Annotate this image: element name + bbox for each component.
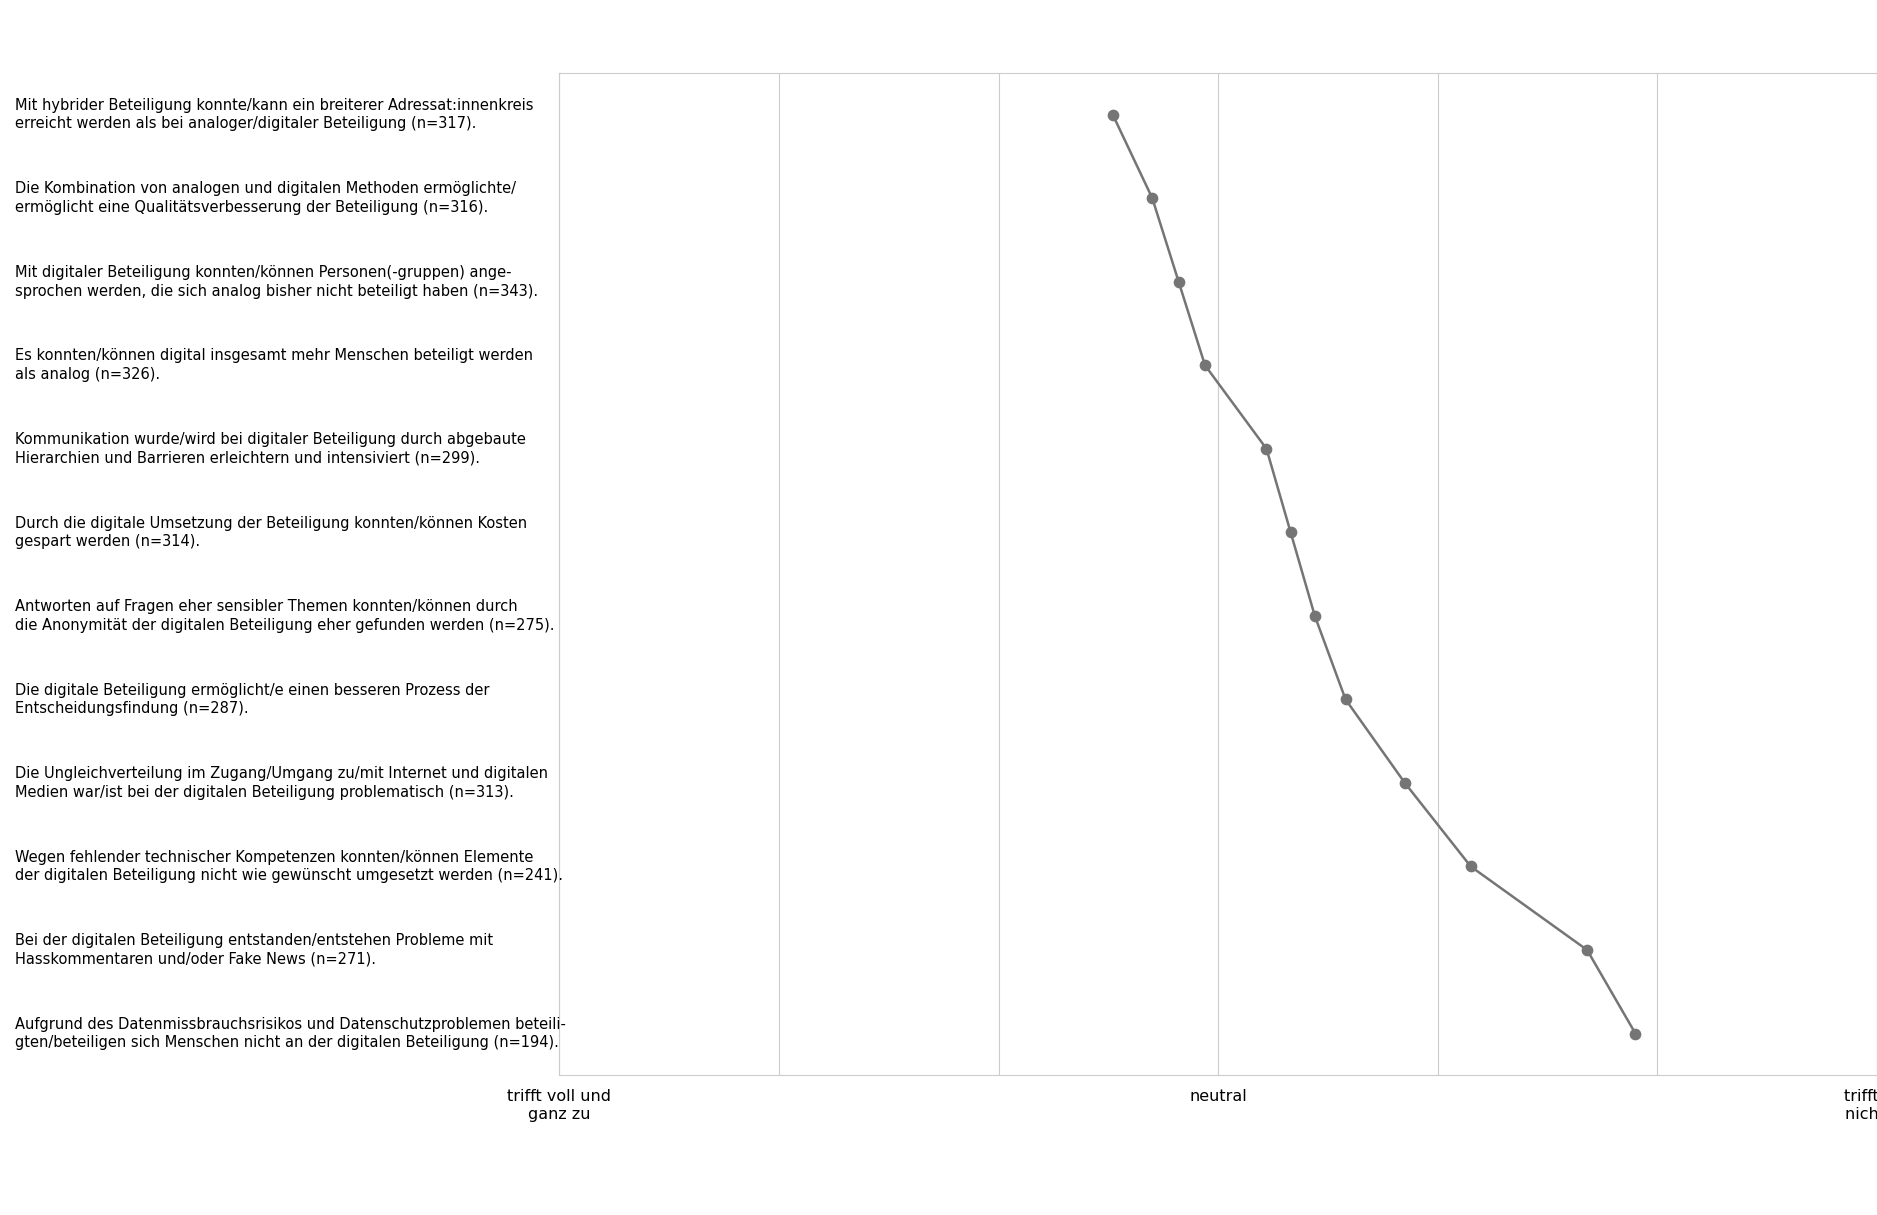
Point (1299, 606, 1329, 626)
Point (1190, 356, 1220, 375)
Point (1457, 857, 1487, 876)
Text: Mit hybrider Beteiligung konnte/kann ein breiterer Adressat:innenkreis
erreicht : Mit hybrider Beteiligung konnte/kann ein… (15, 98, 533, 131)
Text: Wegen fehlender technischer Kompetenzen konnten/können Elemente
der digitalen Be: Wegen fehlender technischer Kompetenzen … (15, 849, 563, 883)
Text: Kommunikation wurde/wird bei digitaler Beteiligung durch abgebaute
Hierarchien u: Kommunikation wurde/wird bei digitaler B… (15, 433, 526, 465)
Point (1620, 1024, 1650, 1044)
Point (1331, 690, 1361, 710)
Point (1276, 522, 1306, 542)
Point (1164, 272, 1194, 292)
Text: Die Ungleichverteilung im Zugang/Umgang zu/mit Internet und digitalen
Medien war: Die Ungleichverteilung im Zugang/Umgang … (15, 767, 548, 799)
Point (1137, 188, 1167, 208)
Text: Es konnten/können digital insgesamt mehr Menschen beteiligt werden
als analog (n: Es konnten/können digital insgesamt mehr… (15, 349, 533, 382)
Text: Durch die digitale Umsetzung der Beteiligung konnten/können Kosten
gespart werde: Durch die digitale Umsetzung der Beteili… (15, 515, 527, 549)
Point (1252, 439, 1282, 458)
Text: Antworten auf Fragen eher sensibler Themen konnten/können durch
die Anonymität d: Antworten auf Fragen eher sensibler Them… (15, 599, 554, 633)
Text: Die digitale Beteiligung ermöglicht/e einen besseren Prozess der
Entscheidungsfi: Die digitale Beteiligung ermöglicht/e ei… (15, 683, 490, 716)
Text: Mit digitaler Beteiligung konnten/können Personen(-gruppen) ange-
sprochen werde: Mit digitaler Beteiligung konnten/können… (15, 265, 539, 299)
Text: Bei der digitalen Beteiligung entstanden/entstehen Probleme mit
Hasskommentaren : Bei der digitalen Beteiligung entstanden… (15, 933, 494, 967)
Text: Aufgrund des Datenmissbrauchsrisikos und Datenschutzproblemen beteili-
gten/bete: Aufgrund des Datenmissbrauchsrisikos und… (15, 1017, 565, 1050)
Point (1389, 773, 1419, 792)
Point (1573, 940, 1603, 960)
Text: Die Kombination von analogen und digitalen Methoden ermöglichte/
ermöglicht eine: Die Kombination von analogen und digital… (15, 181, 516, 215)
Point (1098, 104, 1128, 124)
